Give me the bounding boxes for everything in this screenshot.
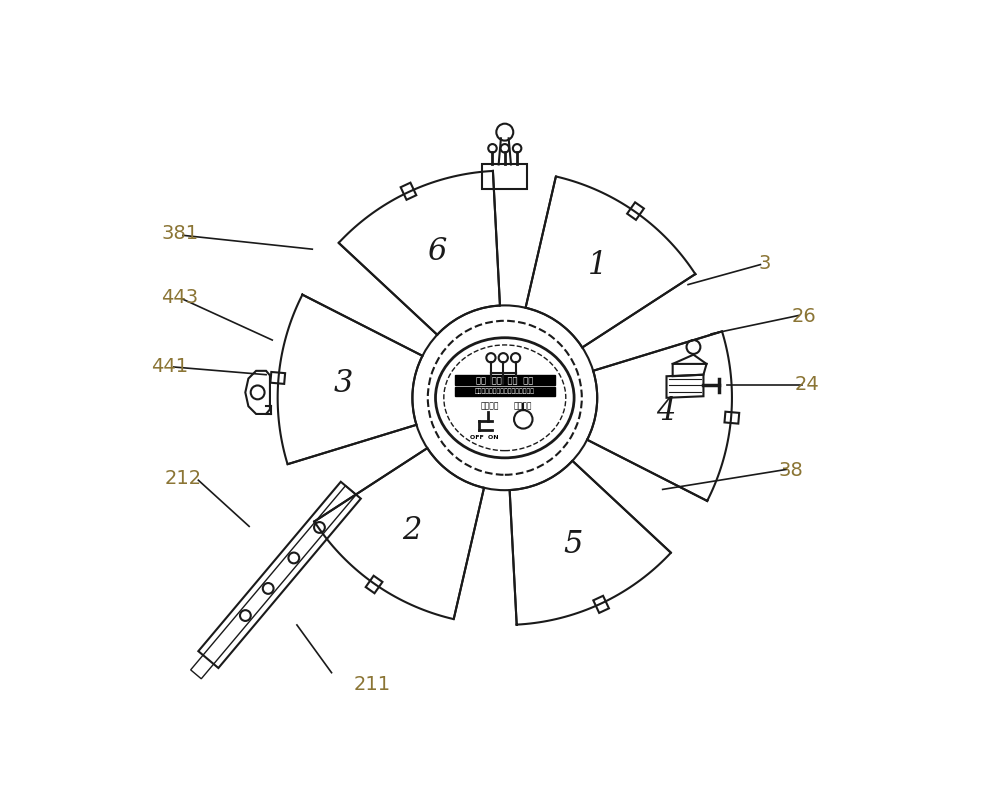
Text: 381: 381 (161, 224, 198, 243)
Text: 24: 24 (794, 376, 819, 394)
Text: 441: 441 (151, 358, 188, 376)
Ellipse shape (436, 338, 574, 458)
Text: 26: 26 (791, 307, 816, 326)
Circle shape (412, 305, 597, 490)
Text: 212: 212 (164, 469, 202, 488)
Text: 1: 1 (588, 250, 607, 280)
Polygon shape (455, 387, 555, 397)
Text: 轴端螺栓紧固辅助系统控制显示装置: 轴端螺栓紧固辅助系统控制显示装置 (475, 388, 535, 394)
Circle shape (263, 583, 274, 594)
Text: 211: 211 (354, 675, 391, 695)
Circle shape (288, 553, 299, 563)
Text: OFF  ON: OFF ON (470, 435, 499, 440)
Text: 38: 38 (779, 462, 804, 480)
Text: 2: 2 (402, 515, 422, 546)
Text: 443: 443 (161, 289, 198, 307)
Text: 4: 4 (656, 397, 676, 427)
Text: 6: 6 (427, 235, 446, 267)
Circle shape (314, 522, 325, 533)
Polygon shape (455, 376, 555, 385)
Text: 3: 3 (334, 368, 353, 399)
Text: 确认按钮: 确认按钮 (514, 401, 533, 410)
Text: 电源  电量  确认  循环: 电源 电量 确认 循环 (476, 376, 533, 385)
Circle shape (240, 610, 251, 621)
Text: 3: 3 (759, 254, 771, 272)
Text: 5: 5 (563, 529, 583, 560)
Text: 电源开关: 电源开关 (480, 401, 499, 410)
